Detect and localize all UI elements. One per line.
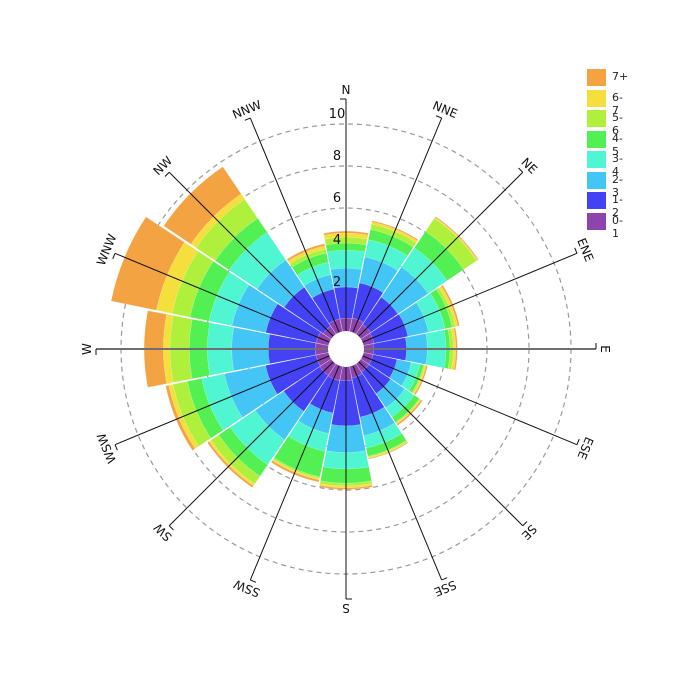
bar-nnw-6-7 xyxy=(287,245,326,265)
legend-swatch xyxy=(587,110,606,127)
axis-line-wnw xyxy=(114,252,330,343)
radial-tick-label: 8 xyxy=(333,149,341,164)
bar-ene-6-7 xyxy=(438,285,459,327)
bar-wsw-6-7 xyxy=(168,384,199,450)
bar-sse-7plus xyxy=(368,441,409,460)
bar-s-6-7 xyxy=(319,483,373,489)
axis-tick-ssw xyxy=(250,579,257,583)
direction-label-e: E xyxy=(598,345,612,353)
legend-label: 0-1 xyxy=(612,213,623,240)
axis-tick-nnw xyxy=(244,117,251,121)
bar-nne-7plus xyxy=(371,220,419,242)
bar-sse-6-7 xyxy=(367,440,408,459)
direction-label-sse: SSE xyxy=(432,577,458,599)
direction-label-ese: ESE xyxy=(574,435,596,461)
bar-ese-1-2 xyxy=(368,354,398,379)
direction-label-w: W xyxy=(80,343,94,355)
axis-tick-ne xyxy=(518,167,524,173)
axis-line-sw xyxy=(168,361,334,527)
legend-swatch xyxy=(587,151,606,168)
legend-swatch xyxy=(587,69,606,86)
bar-ssw-7plus xyxy=(270,460,320,483)
axis-line-ese xyxy=(362,355,578,446)
axis-tick-nw xyxy=(164,171,170,177)
bar-ese-3-4 xyxy=(401,362,421,391)
radial-tick-label: 6 xyxy=(333,191,341,206)
bar-nnw-7plus xyxy=(286,243,326,262)
axis-line-wsw xyxy=(114,355,330,446)
axis-line-nnw xyxy=(249,117,340,333)
legend-swatch xyxy=(587,89,606,107)
radial-tick-label: 10 xyxy=(329,107,346,122)
bar-n-7plus xyxy=(323,230,369,236)
direction-label-nne: NNE xyxy=(431,98,460,121)
legend-label: 2-3 xyxy=(612,172,623,199)
bar-sse-4-5 xyxy=(365,433,407,457)
bar-ene-1-2 xyxy=(369,313,409,344)
bar-s-7plus xyxy=(319,485,373,490)
bar-nne-3-4 xyxy=(364,239,408,271)
legend-label: 4-5 xyxy=(612,131,623,158)
bar-ene-7plus xyxy=(440,284,460,327)
bar-wnw-3-4 xyxy=(208,271,250,326)
bar-sw-7plus xyxy=(207,441,254,488)
axis-tick-ene xyxy=(574,247,578,254)
bar-ese-2-3 xyxy=(389,359,412,387)
legend-label: 6-7 xyxy=(612,90,623,117)
bar-ssw-3-4 xyxy=(288,420,329,452)
legend-swatch xyxy=(587,192,606,209)
bar-wsw-7plus xyxy=(165,384,196,451)
axis-tick-ese xyxy=(576,438,580,445)
legend-label: 7+ xyxy=(612,70,629,83)
bar-ssw-2-3 xyxy=(298,403,334,434)
axis-line-ssw xyxy=(249,365,340,581)
bar-nne-6-7 xyxy=(371,221,418,243)
direction-label-ene: ENE xyxy=(574,236,596,264)
legend-swatch xyxy=(587,130,606,148)
radial-tick-label: 4 xyxy=(333,233,341,248)
legend-label: 5-6 xyxy=(612,111,623,137)
axis-tick-wsw xyxy=(114,444,118,451)
direction-label-ssw: SSW xyxy=(232,577,263,600)
bar-wnw-2-3 xyxy=(231,284,278,333)
axis-tick-se xyxy=(522,521,528,527)
axis-line-se xyxy=(358,361,524,527)
axis-line-nw xyxy=(168,171,334,337)
bar-se-7plus xyxy=(396,399,423,426)
direction-label-n: N xyxy=(342,83,351,97)
bar-wnw-6-7 xyxy=(156,241,199,314)
legend-label: 1-2 xyxy=(612,193,623,219)
radial-tick-labels: 2 4 6 8 10 xyxy=(329,107,346,290)
axis-line-sse xyxy=(352,365,443,581)
bar-nne-1-2 xyxy=(352,282,384,323)
center-hole xyxy=(328,331,364,367)
direction-label-s: S xyxy=(342,601,350,615)
axis-tick-wnw xyxy=(112,253,116,260)
axis-line-ene xyxy=(362,252,578,343)
bar-ese-5-6 xyxy=(411,364,426,394)
bar-ne-7plus xyxy=(434,216,479,261)
radial-tick-label: 2 xyxy=(333,275,341,290)
bar-sse-5-6 xyxy=(367,440,408,458)
direction-label-nnw: NNW xyxy=(230,97,263,121)
bars xyxy=(110,166,479,490)
direction-label-wsw: WSW xyxy=(94,431,119,465)
bar-wnw-7plus xyxy=(110,216,185,311)
bar-se-6-7 xyxy=(395,398,422,425)
bar-ese-7plus xyxy=(413,365,428,396)
axis-tick-sw xyxy=(168,525,174,531)
axis-line-nne xyxy=(352,117,443,333)
axis-tick-nne xyxy=(435,115,442,119)
bar-e-7plus xyxy=(453,327,458,371)
legend-label: 3-4 xyxy=(612,152,623,178)
legend-swatch xyxy=(587,171,606,189)
axis-line-ne xyxy=(358,171,524,337)
axis-tick-sse xyxy=(441,577,448,581)
direction-label-wnw: WNW xyxy=(94,232,120,268)
legend-swatch xyxy=(587,212,606,230)
